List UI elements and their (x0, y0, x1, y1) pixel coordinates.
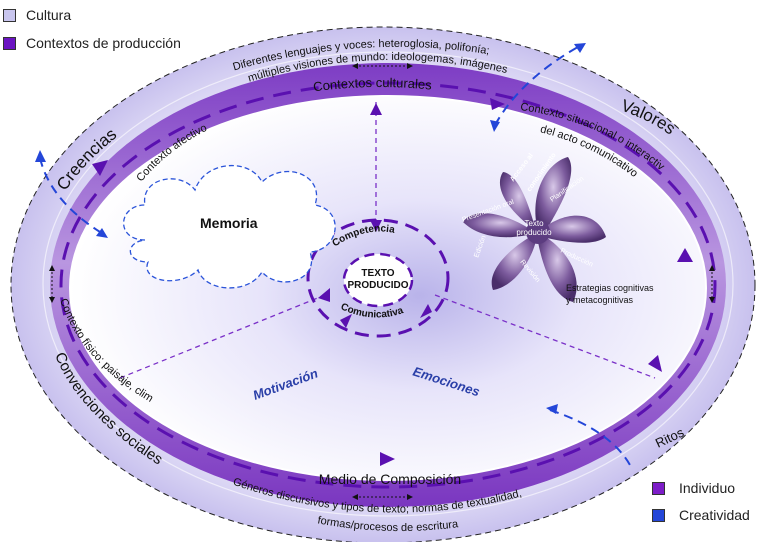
cultura-swatch (3, 8, 16, 22)
blue-arrow-icon (546, 404, 558, 414)
blue-arrow-icon (574, 43, 586, 53)
dashed-ring (59, 81, 717, 489)
legend-individuo: Individuo (652, 480, 735, 496)
legend-individuo-label: Individuo (679, 480, 736, 496)
creativity-arrows (39, 46, 631, 466)
creatividad-swatch (652, 508, 665, 522)
texto-producido-line2: PRODUCIDO (347, 280, 408, 291)
flower-center-line2: producido (516, 228, 552, 237)
individuo-swatch (652, 481, 665, 495)
legend-creatividad: Creatividad (652, 507, 750, 523)
legend-cultura: Cultura (3, 7, 71, 23)
legend-creatividad-label: Creatividad (679, 507, 750, 523)
flower-estrategias-line2: y metacognitivas (566, 295, 634, 305)
contextos-culturales-label: Contextos culturales (312, 75, 433, 94)
flower-estrategias-line1: Estrategias cognitivas (566, 283, 654, 293)
memoria-cloud (122, 164, 336, 289)
ring-arrow-icon (92, 160, 108, 176)
legend-cultura-label: Cultura (26, 7, 72, 23)
blue-arrow-icon (96, 228, 108, 238)
strategies-flower (463, 157, 606, 302)
double-arrow-icon (51, 65, 713, 498)
blue-arrow-icon (490, 120, 500, 132)
ring-arrow-icon (648, 355, 662, 372)
ring-arrow-icon (490, 98, 505, 110)
ring-arrow-icon (380, 452, 395, 466)
blue-arrow-icon (35, 150, 46, 162)
legend-contextos-label: Contextos de producción (26, 35, 181, 51)
contextos-swatch (3, 36, 16, 50)
texto-producido-line1: TEXTO (361, 268, 394, 279)
center-inner-circle (342, 252, 414, 308)
legend-contextos: Contextos de producción (3, 35, 181, 51)
memoria-label: Memoria (200, 215, 258, 231)
medio-composicion-label: Medio de Composición (319, 471, 461, 487)
center-outer-circle (306, 218, 450, 338)
flower-center-line1: Texto (524, 219, 544, 228)
ring-arrow-icon (677, 248, 693, 262)
